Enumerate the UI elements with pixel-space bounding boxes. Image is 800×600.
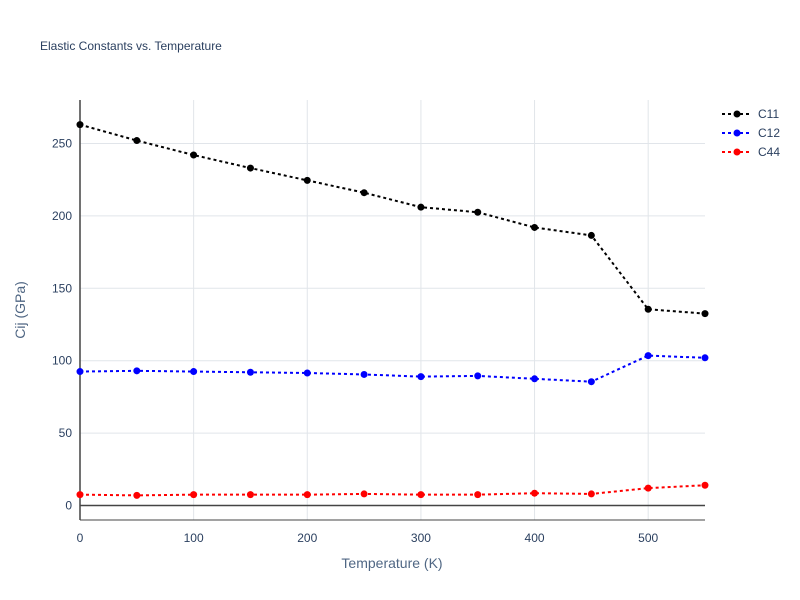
data-point — [531, 223, 539, 231]
data-point — [133, 137, 141, 145]
x-axis-title: Temperature (K) — [341, 555, 442, 571]
data-point — [76, 121, 84, 129]
legend-swatch-marker — [733, 110, 741, 118]
series-c12 — [76, 352, 709, 386]
x-tick-label: 100 — [184, 531, 204, 545]
legend-label: C12 — [758, 126, 780, 140]
series-c44 — [76, 481, 709, 499]
data-point — [190, 151, 198, 159]
data-point — [531, 375, 539, 383]
data-point — [133, 491, 141, 499]
data-point — [246, 368, 254, 376]
data-point — [190, 368, 198, 376]
y-tick-label: 250 — [52, 136, 72, 150]
legend-item-c44[interactable]: C44 — [722, 145, 780, 159]
legend-label: C44 — [758, 145, 780, 159]
data-point — [474, 208, 482, 216]
series-line-c12 — [79, 354, 706, 383]
data-point — [303, 369, 311, 377]
data-point — [474, 372, 482, 380]
data-point — [587, 378, 595, 386]
data-point — [701, 310, 709, 318]
series-layer — [76, 121, 709, 499]
chart-title: Elastic Constants vs. Temperature — [40, 39, 222, 53]
data-point — [587, 231, 595, 239]
data-point — [531, 489, 539, 497]
data-point — [76, 368, 84, 376]
data-point — [417, 491, 425, 499]
data-point — [76, 491, 84, 499]
data-point — [360, 189, 368, 197]
legend[interactable]: C11 C12 C44 — [722, 107, 780, 159]
series-c11 — [76, 121, 709, 318]
legend-swatch-marker — [733, 148, 741, 156]
x-tick-label: 400 — [525, 531, 545, 545]
data-point — [246, 164, 254, 172]
data-point — [303, 491, 311, 499]
data-point — [303, 176, 311, 184]
data-point — [246, 491, 254, 499]
data-point — [190, 491, 198, 499]
data-point — [360, 490, 368, 498]
y-tick-label: 0 — [65, 499, 72, 513]
data-point — [474, 491, 482, 499]
data-point — [360, 370, 368, 378]
x-tick-label: 0 — [77, 531, 84, 545]
y-axis-title: Cij (GPa) — [12, 281, 28, 339]
data-point — [587, 490, 595, 498]
x-tick-label: 500 — [638, 531, 658, 545]
y-tick-label: 50 — [59, 426, 73, 440]
legend-swatch-marker — [733, 129, 741, 137]
data-point — [701, 481, 709, 489]
series-line-c44 — [79, 484, 706, 497]
y-tick-label: 200 — [52, 209, 72, 223]
y-tick-label: 150 — [52, 281, 72, 295]
data-point — [133, 367, 141, 375]
x-tick-label: 200 — [297, 531, 317, 545]
axes: 0 100 200 300 400 500 0 50 100 150 200 250 — [52, 100, 705, 545]
data-point — [417, 373, 425, 381]
legend-item-c12[interactable]: C12 — [722, 126, 780, 140]
data-point — [644, 484, 652, 492]
data-point — [644, 352, 652, 360]
data-point — [417, 203, 425, 211]
legend-item-c11[interactable]: C11 — [722, 107, 779, 121]
y-tick-label: 100 — [52, 354, 72, 368]
legend-label: C11 — [758, 107, 779, 121]
x-tick-label: 300 — [411, 531, 431, 545]
data-point — [644, 305, 652, 313]
data-point — [701, 354, 709, 362]
